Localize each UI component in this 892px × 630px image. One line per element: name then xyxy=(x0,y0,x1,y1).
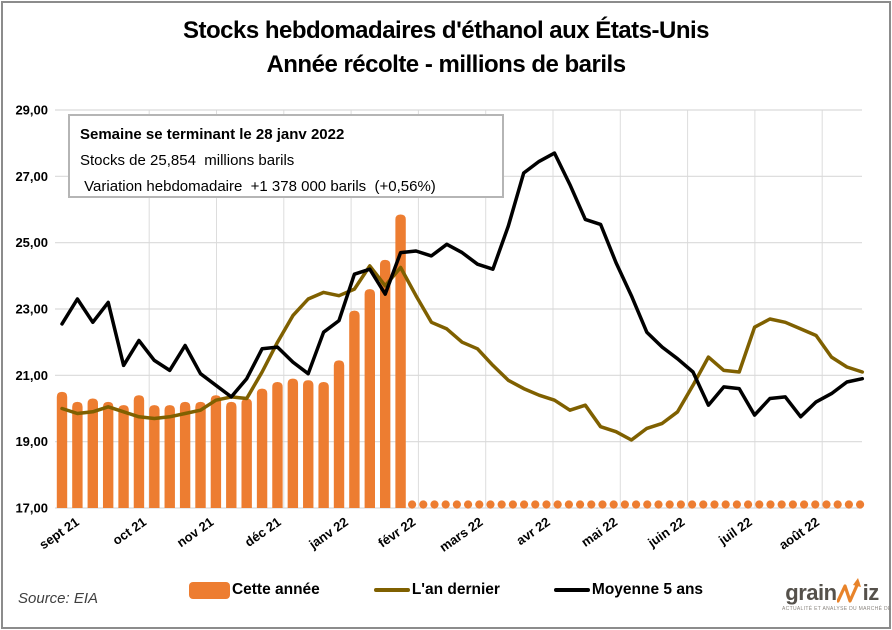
x-axis-labels: sept 21 oct 21 nov 21 déc 21 janv 22 févr 22 m… xyxy=(36,514,822,554)
x-tick-label: mai 22 xyxy=(578,514,620,550)
x-tick-label: juin 22 xyxy=(644,514,687,550)
x-tick-label: nov 21 xyxy=(174,514,216,550)
legend-label-moyenne-5-ans: Moyenne 5 ans xyxy=(591,581,704,598)
x-tick-label: mars 22 xyxy=(437,514,486,554)
x-tick-label: sept 21 xyxy=(36,514,81,552)
grainwiz-logo: grain iz ACTUALITÉ ET ANALYSE DU MARCHÉ … xyxy=(782,578,892,612)
y-tick-label: 17,00 xyxy=(15,501,48,516)
x-tick-label: oct 21 xyxy=(110,514,149,548)
x-tick-label: déc 21 xyxy=(242,514,284,550)
annotation-week-label: Semaine se terminant le 28 janv 2022 xyxy=(80,126,345,143)
legend-item-lan-dernier: L'an dernier xyxy=(373,581,500,599)
bars-cette-annee xyxy=(56,214,406,508)
bar-week-13 xyxy=(241,398,252,508)
bar-week-18 xyxy=(318,381,329,508)
bar-week-8 xyxy=(164,405,175,508)
bar-week-6 xyxy=(133,395,145,508)
x-tick-label: août 22 xyxy=(776,514,822,552)
bar-week-14 xyxy=(256,388,268,508)
legend-label-lan-dernier: L'an dernier xyxy=(411,581,500,598)
legend-item-cette-annee: Cette année xyxy=(188,581,320,599)
x-tick-label: juil 22 xyxy=(715,514,755,548)
bar-week-3 xyxy=(87,398,98,508)
baseline-dashes-future-weeks xyxy=(407,500,865,509)
source-label: Source: EIA xyxy=(18,590,99,607)
annotation-box: Semaine se terminant le 28 janv 2022 Sto… xyxy=(68,114,504,198)
bar-week-17 xyxy=(303,380,314,508)
bar-week-23 xyxy=(395,214,406,508)
x-tick-label: avr 22 xyxy=(513,514,552,548)
bar-week-10 xyxy=(195,401,206,508)
chart-title: Stocks hebdomadaires d'éthanol aux États… xyxy=(0,14,892,82)
bar-week-21 xyxy=(364,289,375,508)
logo-zigzag-w-icon xyxy=(836,578,861,603)
chart-legend: Cette année L'an dernier Moyenne 5 ans xyxy=(0,581,892,599)
bar-week-22 xyxy=(379,259,391,508)
legend-bar-swatch xyxy=(188,581,230,599)
logo-text-iz: iz xyxy=(862,580,880,605)
y-tick-label: 29,00 xyxy=(15,103,48,118)
x-tick-label: janv 22 xyxy=(305,514,351,552)
bar-week-19 xyxy=(333,360,345,508)
bar-week-20 xyxy=(349,310,360,508)
bar-week-9 xyxy=(179,401,191,508)
chart-title-line2: Année récolte - millions de barils xyxy=(266,51,626,78)
bar-week-2 xyxy=(72,401,83,508)
legend-line-swatch-black xyxy=(553,588,590,592)
legend-line-swatch-olive xyxy=(373,588,410,592)
legend-item-moyenne-5-ans: Moyenne 5 ans xyxy=(553,581,704,599)
legend-label-cette-annee: Cette année xyxy=(231,581,320,598)
chart-title-line1: Stocks hebdomadaires d'éthanol aux États… xyxy=(182,17,710,44)
annotation-stocks-value: Stocks de 25,854 millions barils xyxy=(80,152,295,169)
bar-week-12 xyxy=(226,401,237,508)
y-tick-label: 23,00 xyxy=(15,302,48,317)
y-tick-label: 19,00 xyxy=(15,434,48,449)
logo-tagline: ACTUALITÉ ET ANALYSE DU MARCHÉ DES GRAIN… xyxy=(782,606,892,612)
line-lan-dernier xyxy=(60,264,865,442)
bar-week-16 xyxy=(287,378,299,508)
line-moyenne-5-ans xyxy=(60,151,865,419)
logo-text-grain: grain xyxy=(785,580,837,605)
bar-week-7 xyxy=(149,405,160,508)
y-tick-label: 25,00 xyxy=(15,235,48,250)
bar-week-4 xyxy=(102,401,114,508)
annotation-weekly-variation: Variation hebdomadaire +1 378 000 barils… xyxy=(80,178,436,195)
y-tick-label: 27,00 xyxy=(15,169,48,184)
bar-week-5 xyxy=(118,405,129,508)
x-tick-label: févr 22 xyxy=(375,514,418,550)
y-axis-labels: 29,00 27,00 25,00 23,00 21,00 19,00 17,00 xyxy=(15,103,48,516)
bar-week-11 xyxy=(210,395,222,508)
bar-week-1 xyxy=(56,391,68,508)
bar-week-15 xyxy=(272,381,283,508)
y-tick-label: 21,00 xyxy=(15,368,48,383)
